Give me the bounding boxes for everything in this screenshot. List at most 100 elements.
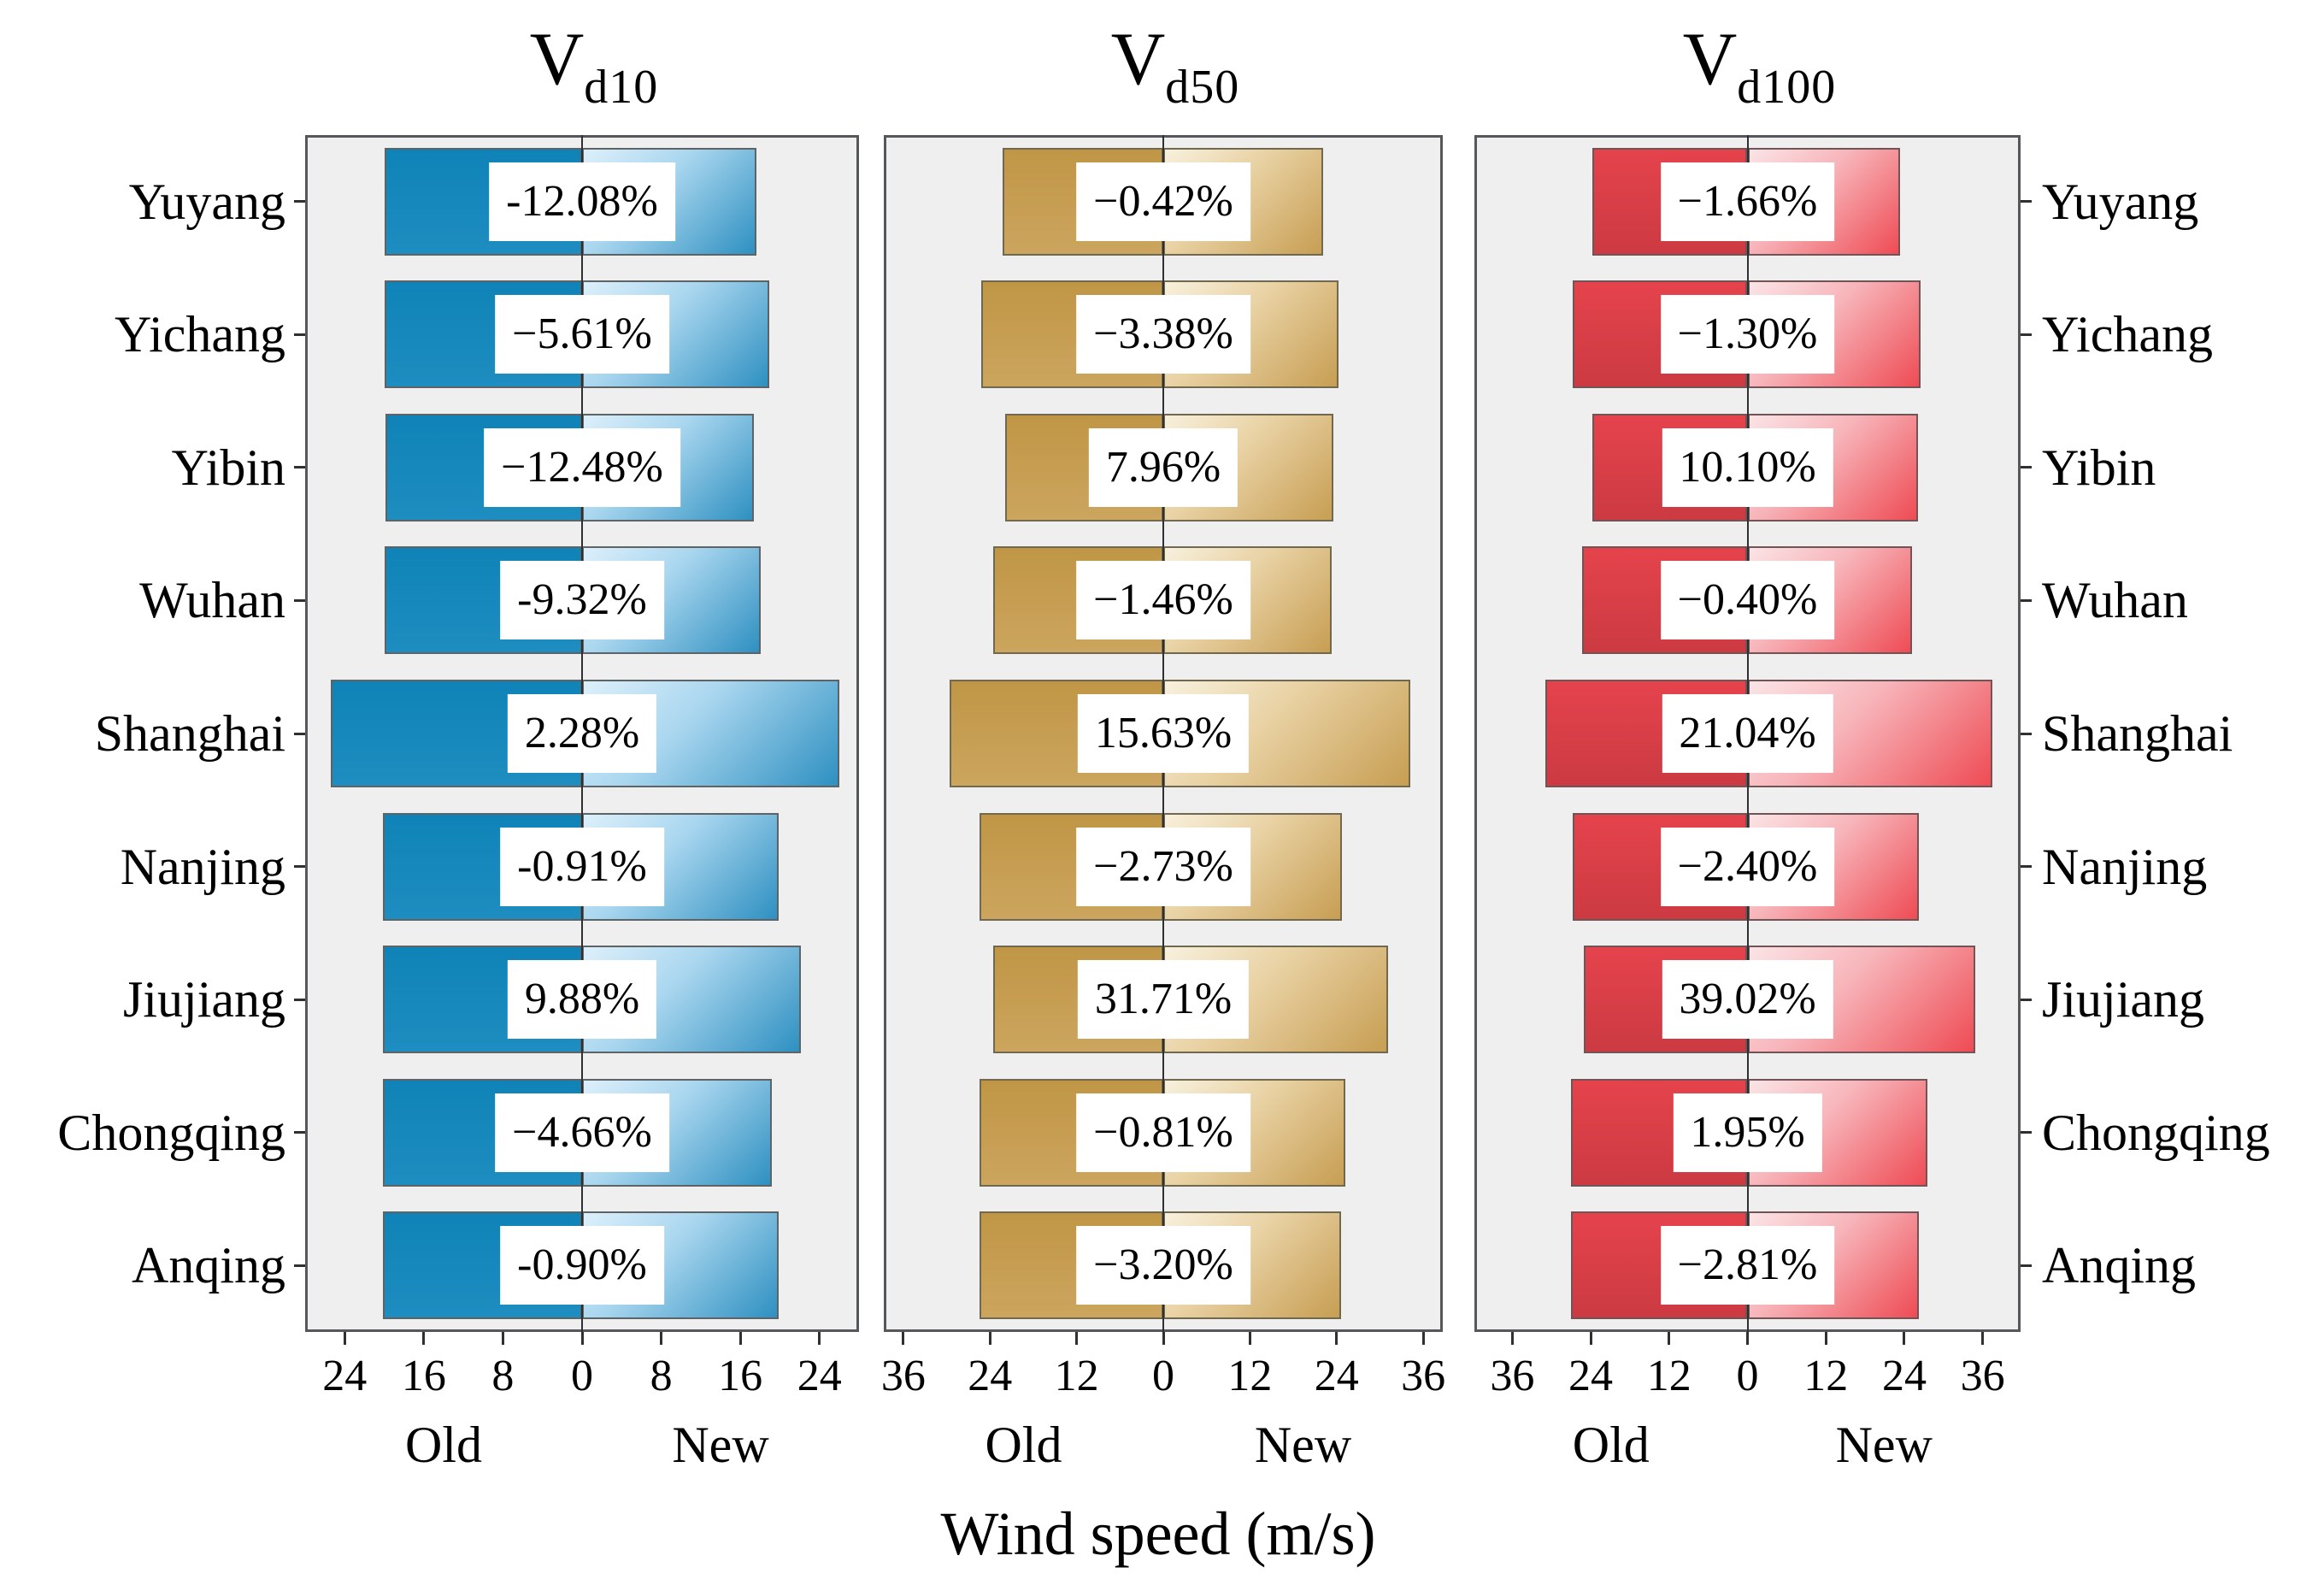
x-tick-label: 16 [401, 1352, 446, 1400]
x-tick [738, 1332, 742, 1345]
panel-title-main: V [1110, 18, 1166, 101]
x-axis-title: Wind speed (m/s) [940, 1500, 1376, 1568]
x-tick-label: 12 [1227, 1352, 1273, 1400]
row-tick [2021, 200, 2032, 203]
row-tick [294, 200, 305, 203]
row-tick [294, 1264, 305, 1267]
city-label-shanghai: Shanghai [94, 705, 285, 762]
city-label-yuyang: Yuyang [2042, 173, 2199, 230]
x-tick-label: 24 [322, 1352, 368, 1400]
city-label-anqing: Anqing [132, 1237, 285, 1294]
row-tick [294, 333, 305, 336]
x-tick [1335, 1332, 1339, 1345]
percent-change-label: −0.42% [1076, 162, 1250, 241]
x-tick [1589, 1332, 1592, 1345]
panel-title-main: V [1682, 18, 1738, 101]
x-tick [580, 1332, 584, 1345]
x-tick-label: 36 [1490, 1352, 1535, 1400]
city-label-chongqing: Chongqing [57, 1104, 285, 1161]
new-side-label: New [1835, 1417, 1933, 1473]
row-tick [2021, 998, 2032, 1001]
percent-change-label: 39.02% [1662, 960, 1833, 1040]
row-tick [294, 1131, 305, 1134]
x-tick [1075, 1332, 1079, 1345]
x-tick-label: 36 [880, 1352, 926, 1400]
x-tick [1824, 1332, 1827, 1345]
panel-title-main: V [529, 18, 585, 101]
x-tick [818, 1332, 821, 1345]
x-tick [1162, 1332, 1165, 1345]
city-label-yichang: Yichang [115, 306, 285, 363]
city-label-wuhan: Wuhan [139, 572, 285, 629]
new-side-label: New [672, 1417, 769, 1473]
percent-change-label: −1.66% [1660, 162, 1835, 241]
percent-change-label: 15.63% [1077, 694, 1250, 773]
x-tick-label: 0 [571, 1352, 593, 1400]
city-label-jiujiang: Jiujiang [2042, 971, 2204, 1028]
percent-change-label: −2.40% [1660, 827, 1835, 906]
percent-change-label: −2.81% [1660, 1226, 1835, 1305]
x-tick-label: 16 [718, 1352, 763, 1400]
x-tick-label: 24 [968, 1352, 1013, 1400]
panel-title-vd100: Vd100 [1683, 9, 1837, 120]
row-tick [2021, 865, 2032, 869]
city-label-shanghai: Shanghai [2042, 705, 2233, 762]
row-tick [2021, 598, 2032, 602]
city-label-anqing: Anqing [2042, 1237, 2196, 1294]
city-label-jiujiang: Jiujiang [123, 971, 285, 1028]
x-tick [660, 1332, 663, 1345]
row-tick [2021, 466, 2032, 469]
row-tick [294, 865, 305, 869]
percent-change-label: −0.40% [1660, 561, 1835, 640]
new-side-label: New [1254, 1417, 1352, 1473]
city-label-nanjing: Nanjing [2042, 838, 2208, 895]
city-label-wuhan: Wuhan [2042, 572, 2188, 629]
percent-change-label: −1.30% [1660, 295, 1835, 374]
city-label-yuyang: Yuyang [128, 173, 285, 230]
x-tick [1510, 1332, 1514, 1345]
x-tick-label: 24 [1881, 1352, 1927, 1400]
row-tick [2021, 732, 2032, 735]
x-tick [988, 1332, 991, 1345]
x-tick [1981, 1332, 1985, 1345]
panel-title-subscript: d10 [584, 61, 659, 114]
city-label-chongqing: Chongqing [2042, 1104, 2270, 1161]
percent-change-label: 10.10% [1662, 427, 1833, 507]
x-tick [343, 1332, 346, 1345]
percent-change-label: 1.95% [1673, 1093, 1822, 1172]
percent-change-label: −3.38% [1076, 295, 1250, 374]
city-label-yichang: Yichang [2042, 306, 2213, 363]
percent-change-label: −5.61% [495, 295, 669, 374]
old-side-label: Old [405, 1417, 482, 1473]
x-tick [1668, 1332, 1671, 1345]
percent-change-label: −4.66% [495, 1093, 669, 1172]
row-tick [2021, 1131, 2032, 1134]
percent-change-label: 9.88% [507, 960, 657, 1040]
percent-change-label: −2.73% [1076, 827, 1250, 906]
x-tick [1903, 1332, 1906, 1345]
x-tick-label: 24 [797, 1352, 842, 1400]
panel-title-subscript: d100 [1737, 61, 1837, 114]
percent-change-label: -0.90% [500, 1226, 664, 1305]
percent-change-label: −12.48% [484, 427, 680, 507]
x-tick [422, 1332, 426, 1345]
city-label-yibin: Yibin [171, 439, 285, 496]
panel-title-subscript: d50 [1165, 61, 1240, 114]
city-label-yibin: Yibin [2042, 439, 2156, 496]
x-tick-label: 12 [1054, 1352, 1099, 1400]
x-tick-label: 8 [650, 1352, 673, 1400]
x-tick-label: 12 [1803, 1352, 1849, 1400]
x-tick-label: 12 [1646, 1352, 1692, 1400]
panel-title-vd10: Vd10 [530, 9, 659, 120]
percent-change-label: -9.32% [500, 561, 664, 640]
percent-change-label: −0.81% [1076, 1093, 1250, 1172]
percent-change-label: -0.91% [500, 827, 664, 906]
x-tick-label: 8 [491, 1352, 515, 1400]
x-tick-label: 0 [1152, 1352, 1174, 1400]
percent-change-label: -12.08% [489, 162, 675, 241]
percent-change-label: −3.20% [1076, 1226, 1250, 1305]
row-tick [294, 998, 305, 1001]
x-tick-label: 24 [1314, 1352, 1359, 1400]
city-label-nanjing: Nanjing [120, 838, 285, 895]
row-tick [294, 732, 305, 735]
